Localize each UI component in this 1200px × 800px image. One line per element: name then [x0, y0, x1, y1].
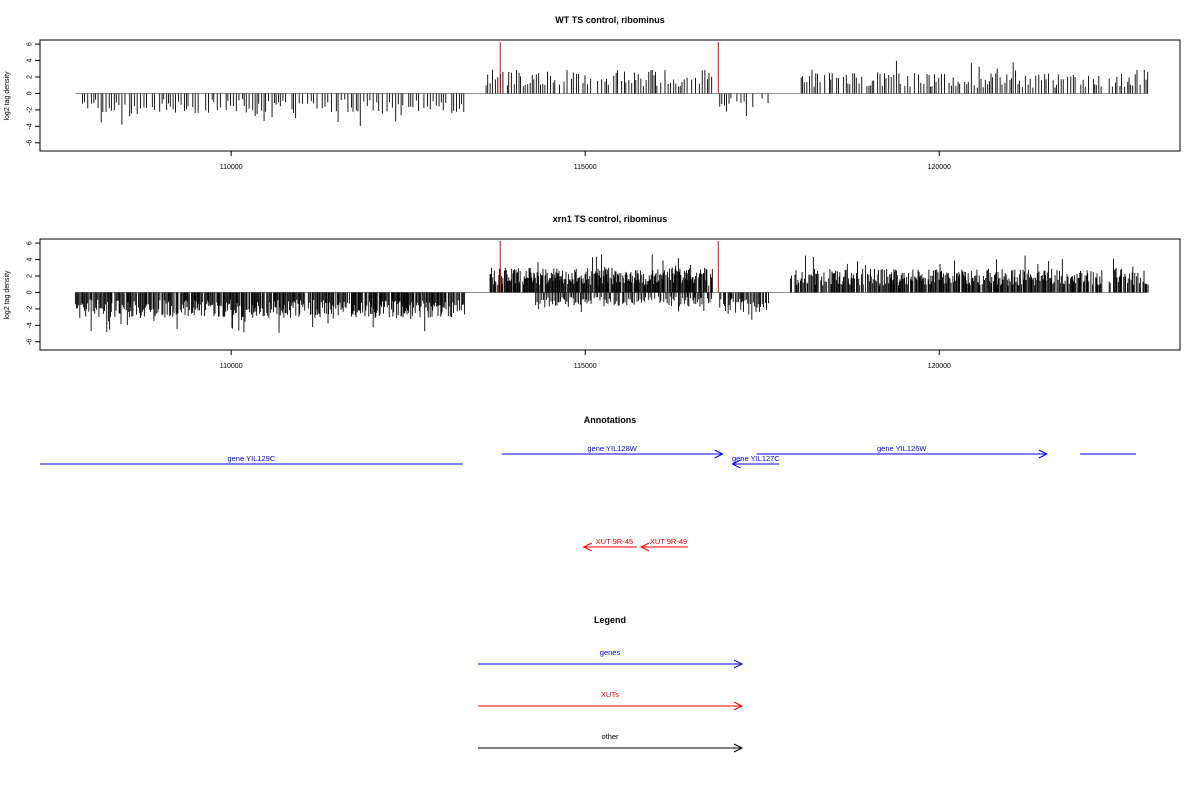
wt-bars: [75, 60, 1149, 126]
xrn1-x-tick-label: 110000: [220, 363, 243, 370]
wt-x-tick-label: 120000: [928, 164, 951, 171]
xut-label: XUT 9R-45: [596, 537, 633, 546]
wt-y-tick-label: -6: [27, 140, 34, 146]
wt-y-tick-label: 6: [27, 42, 34, 46]
xrn1-y-tick-label: 0: [27, 290, 34, 294]
gene-label: gene YIL127C: [732, 454, 780, 463]
xrn1-y-axis: -6 -4 -2 0 2 4 6: [27, 241, 40, 345]
xrn1-y-tick-label: -6: [27, 339, 34, 345]
xrn1-x-tick-label: 120000: [928, 363, 951, 370]
xrn1-plot-frame: [39, 238, 1181, 351]
xut-label: XUT 9R-49: [650, 537, 687, 546]
xrn1-density-panel: xrn1 TS control, ribominus 110000 115000 1…: [4, 214, 1181, 370]
wt-x-tick-label: 115000: [574, 164, 597, 171]
xrn1-y-tick-label: 2: [27, 274, 34, 278]
wt-y-tick-label: 4: [27, 59, 34, 63]
gene-annotation-arrowhead: [714, 449, 724, 459]
xrn1-y-tick-label: 6: [27, 241, 34, 245]
gene-label: gene YIL126W: [877, 444, 927, 453]
gene-label: gene YIL129C: [227, 454, 275, 463]
legend: Legend genes XUTs other: [478, 615, 744, 753]
xut-annotation-arrowhead: [640, 542, 650, 552]
legend-items: genes XUTs other: [478, 648, 744, 753]
xrn1-y-tick-label: 4: [27, 258, 34, 262]
wt-y-axis: -6 -4 -2 0 2 4 6: [27, 42, 40, 146]
xrn1-y-tick-label: -2: [27, 306, 34, 312]
wt-markers: [499, 42, 719, 94]
xrn1-markers: [499, 241, 719, 293]
xrn1-panel-title: xrn1 TS control, ribominus: [553, 214, 668, 224]
wt-y-tick-label: 0: [27, 91, 34, 95]
xrn1-y-tick-label: -4: [27, 322, 34, 328]
legend-genes-arrowhead: [733, 659, 744, 669]
legend-other-arrowhead: [733, 743, 744, 753]
legend-xuts-arrowhead: [733, 701, 744, 711]
wt-density-panel: WT TS control, ribominus 110000 115000 120…: [4, 15, 1181, 171]
legend-label: XUTs: [601, 690, 619, 699]
wt-y-tick-label: 2: [27, 75, 34, 79]
xrn1-y-axis-label: log2 tag density: [4, 270, 11, 320]
gene-annotations: gene YIL129C gene YIL128W gene YIL127C gene…: [40, 444, 1137, 469]
legend-label: genes: [600, 648, 621, 657]
legend-label: other: [601, 732, 619, 741]
wt-plot-frame: [39, 39, 1181, 152]
legend-title: Legend: [594, 615, 626, 625]
gene-annotation-arrowhead: [1038, 449, 1048, 459]
wt-panel-title: WT TS control, ribominus: [555, 15, 665, 25]
wt-y-axis-label: log2 tag density: [4, 71, 11, 121]
wt-x-tick-label: 110000: [220, 164, 243, 171]
xrn1-bars: [74, 254, 1149, 333]
wt-y-tick-label: -4: [27, 123, 34, 129]
xut-annotation-arrowhead: [582, 542, 593, 552]
annotations-title: Annotations: [584, 415, 637, 425]
gene-annotation-arrowhead: [731, 459, 741, 469]
gene-label: gene YIL128W: [587, 444, 637, 453]
wt-y-tick-label: -2: [27, 107, 34, 113]
xrn1-x-axis: 110000 115000 120000: [220, 350, 951, 370]
xut-annotations: XUT 9R-45 XUT 9R-49: [582, 537, 688, 552]
xrn1-x-tick-label: 115000: [574, 363, 597, 370]
wt-x-axis: 110000 115000 120000: [220, 151, 951, 171]
